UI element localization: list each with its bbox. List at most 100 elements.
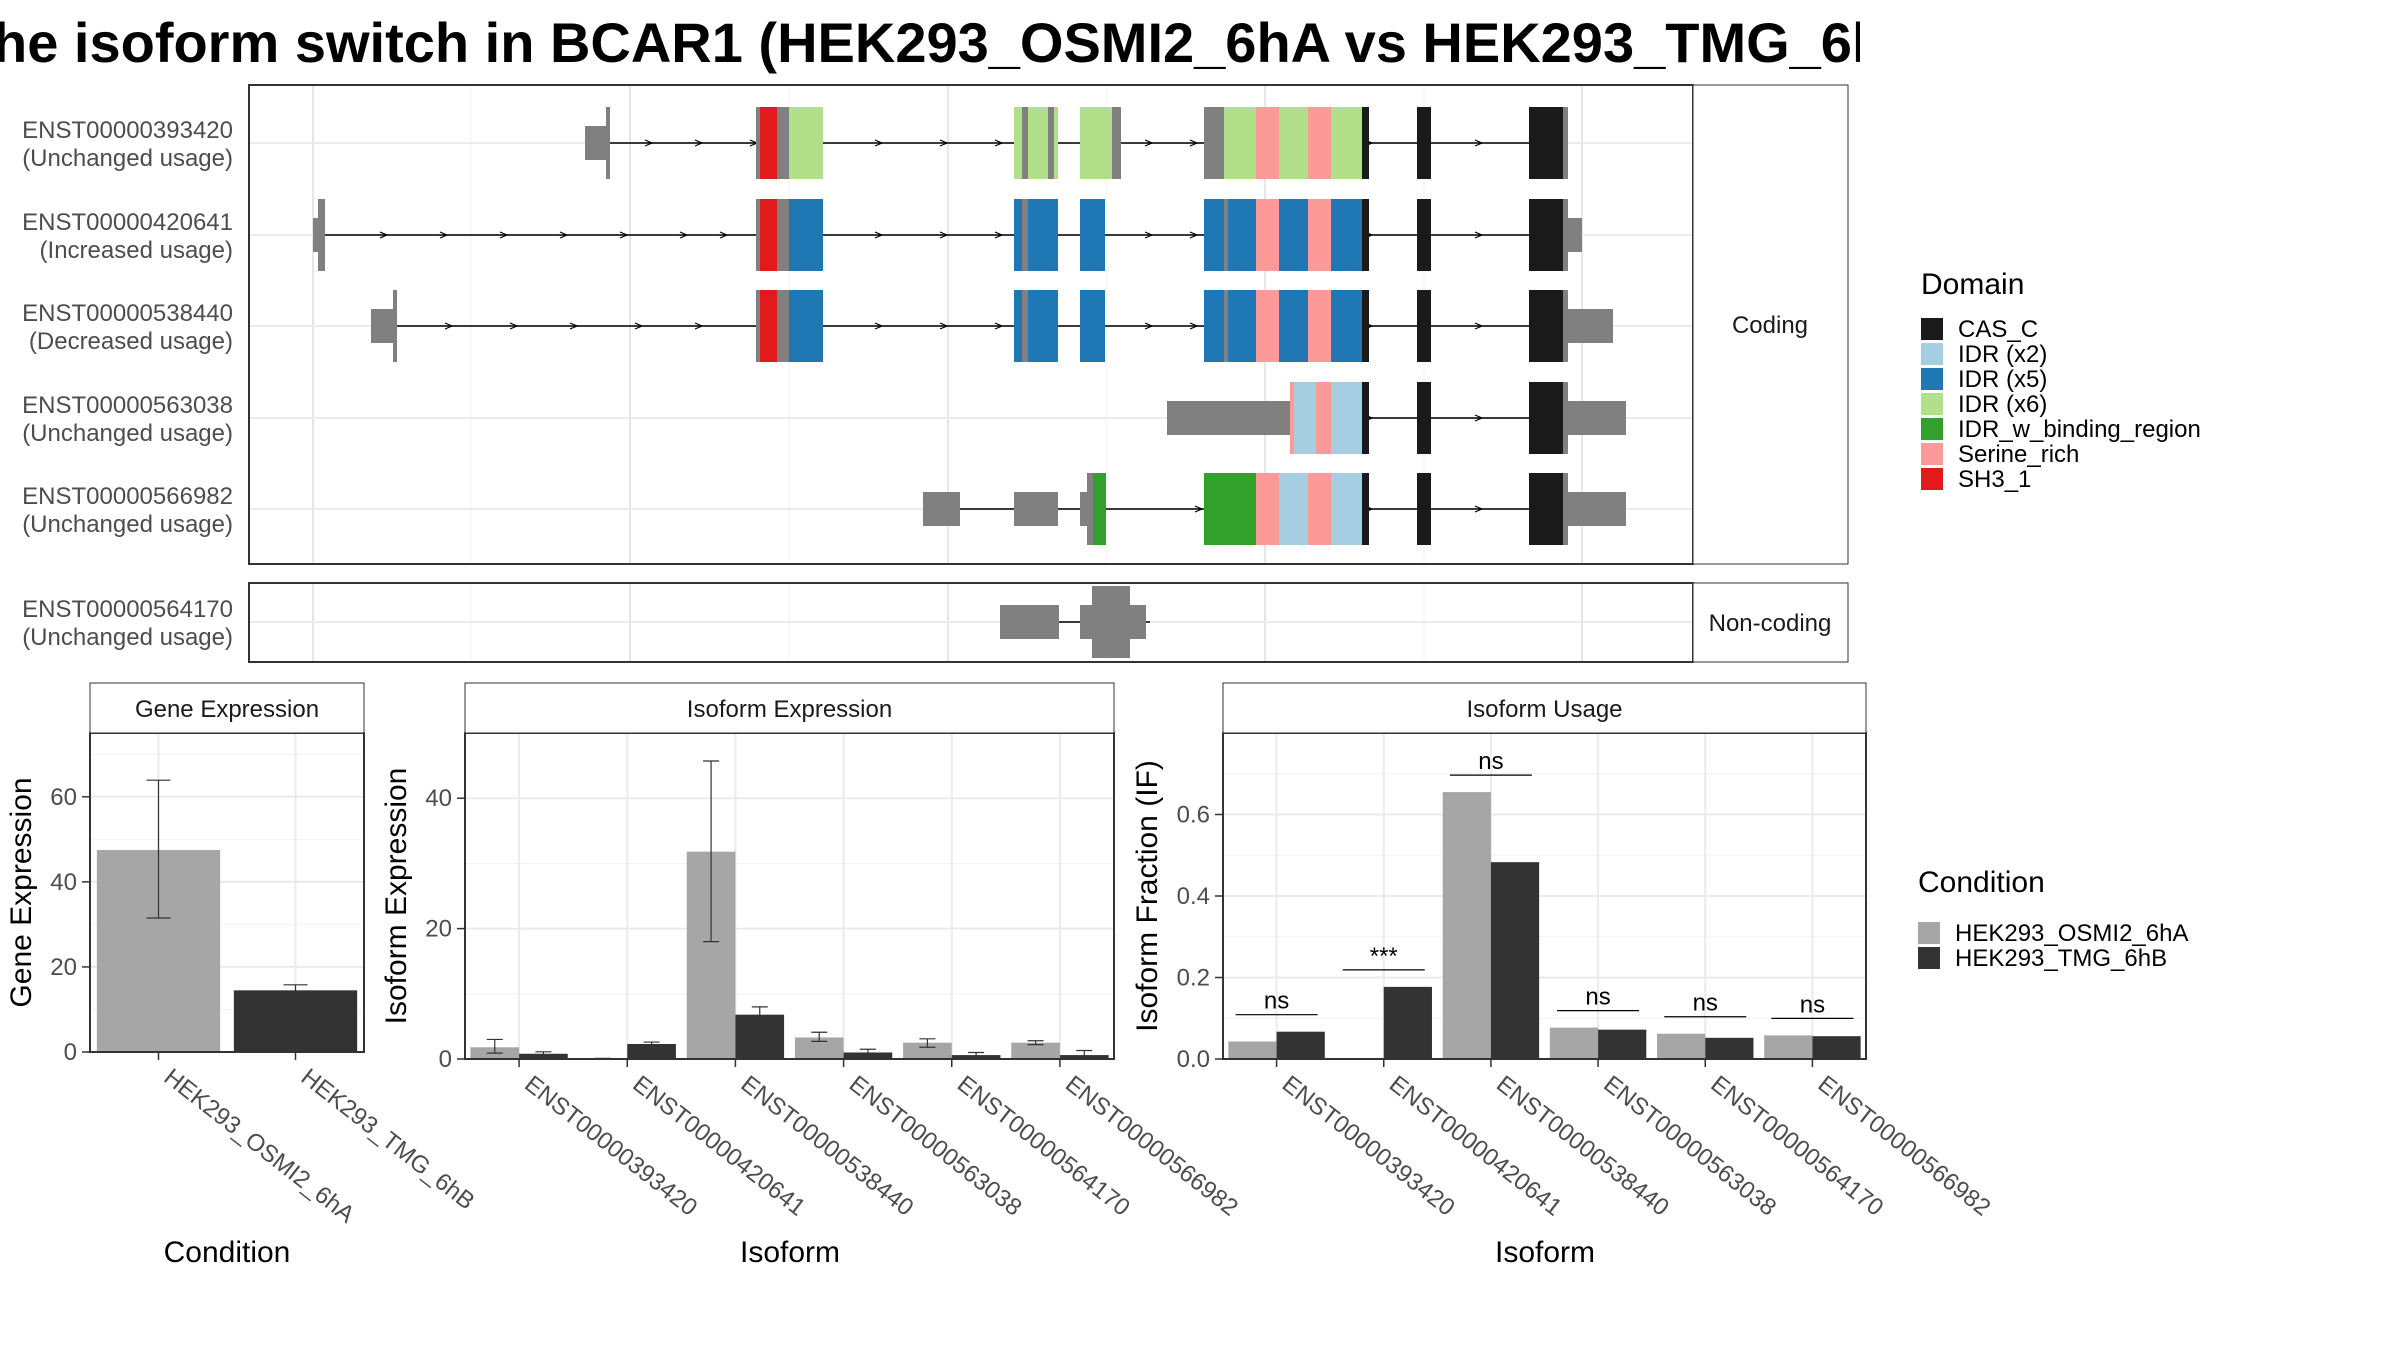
exon-segment — [1022, 199, 1028, 271]
exon-segment — [1014, 107, 1022, 179]
y-tick-label: 40 — [50, 869, 77, 896]
exon-segment — [1167, 401, 1290, 435]
coding-strip-label: Coding — [1732, 312, 1808, 339]
significance-label: ns — [1264, 988, 1289, 1015]
domain-legend-label: CAS_C — [1958, 316, 2038, 343]
transcript-usage-label: (Unchanged usage) — [22, 145, 233, 172]
exon-segment — [1028, 107, 1048, 179]
exon-segment — [318, 199, 325, 271]
domain-legend-label: IDR (x5) — [1958, 366, 2047, 393]
significance-label: ns — [1585, 984, 1610, 1011]
domain-legend-swatch — [1921, 393, 1943, 415]
exon-segment — [777, 107, 789, 179]
condition-legend-swatch — [1918, 922, 1940, 944]
exon-segment — [1417, 290, 1431, 362]
exon-segment — [1529, 473, 1563, 545]
exon-segment — [1529, 199, 1563, 271]
exon-segment — [1112, 107, 1121, 179]
x-tick-label: ENST00000420641 — [1384, 1070, 1567, 1221]
exon-segment — [1563, 290, 1568, 362]
y-tick-label: 60 — [50, 784, 77, 811]
exon-segment — [1331, 290, 1362, 362]
y-tick-label: 0.4 — [1177, 883, 1210, 910]
x-tick-label: ENST00000563038 — [1598, 1070, 1781, 1221]
intron-arrow — [874, 231, 884, 239]
intron-arrow — [694, 139, 704, 147]
facet-strip — [1222, 682, 1867, 734]
exon-segment — [1204, 199, 1224, 271]
exon-segment — [1308, 107, 1331, 179]
exon-segment — [1228, 290, 1256, 362]
exon-segment — [1204, 290, 1224, 362]
exon-segment — [1022, 290, 1028, 362]
transcript-id-label: ENST00000538440 — [22, 300, 233, 327]
exon-segment — [371, 309, 393, 343]
coding-transcript-tracks — [313, 107, 1626, 545]
y-tick-label: 0.6 — [1177, 802, 1210, 829]
domain-legend-swatch — [1921, 418, 1943, 440]
exon-segment — [1529, 290, 1563, 362]
condition-legend-swatch — [1918, 947, 1940, 969]
intron-arrow — [719, 231, 729, 239]
transcript-id-label: ENST00000420641 — [22, 209, 233, 236]
data-bar — [1276, 1031, 1325, 1059]
y-axis-title: Isoform Expression — [380, 768, 413, 1025]
data-bar — [1598, 1029, 1647, 1059]
y-tick-label: 0 — [64, 1039, 77, 1066]
exon-segment — [1331, 107, 1362, 179]
data-bar — [1764, 1035, 1813, 1059]
intron-arrow — [939, 231, 949, 239]
exon-segment — [1224, 199, 1228, 271]
exon-segment — [1563, 382, 1568, 454]
exon-segment — [1568, 492, 1626, 526]
exon-segment — [1014, 199, 1022, 271]
y-tick-label: 20 — [425, 916, 452, 943]
transcript-id-label: ENST00000563038 — [22, 392, 233, 419]
exon-segment — [1080, 492, 1087, 526]
x-tick-label: ENST00000538440 — [1491, 1070, 1674, 1221]
facet-strip — [464, 682, 1115, 734]
noncoding-transcript-tracks — [1000, 586, 1150, 658]
coding-panel-background — [249, 85, 1693, 564]
data-bar — [1812, 1036, 1861, 1059]
exon-segment — [1417, 382, 1431, 454]
exon-segment — [606, 107, 610, 179]
domain-legend-label: SH3_1 — [1958, 466, 2031, 493]
exon-segment — [760, 199, 777, 271]
domain-legend-swatch — [1921, 368, 1943, 390]
intron-arrow — [679, 231, 689, 239]
transcript-usage-label: (Decreased usage) — [29, 328, 233, 355]
data-bar — [1705, 1037, 1754, 1059]
y-axis-title: Isoform Fraction (IF) — [1131, 760, 1164, 1032]
domain-legend-swatch — [1921, 443, 1943, 465]
plot-background — [465, 733, 1114, 1059]
noncoding-strip — [1692, 582, 1849, 663]
x-tick-label: ENST00000566982 — [1813, 1070, 1996, 1221]
domain-legend-label: IDR (x2) — [1958, 341, 2047, 368]
transcript-id-label: ENST00000566982 — [22, 483, 233, 510]
data-bar — [1228, 1041, 1277, 1059]
exon-segment — [1080, 605, 1092, 639]
intron-arrow — [1189, 231, 1199, 239]
exon-segment — [1256, 107, 1279, 179]
exon-segment — [1022, 107, 1028, 179]
y-tick-label: 0.2 — [1177, 965, 1210, 992]
domain-legend-swatch — [1921, 343, 1943, 365]
transcript-structure-coding-panel: Coding — [248, 84, 1849, 565]
exon-segment — [585, 126, 606, 160]
data-bar — [1383, 986, 1432, 1059]
exon-segment — [1308, 473, 1331, 545]
exon-segment — [777, 290, 789, 362]
intron-arrow — [1189, 322, 1199, 330]
data-bar — [1549, 1027, 1599, 1059]
intron-arrow — [569, 322, 579, 330]
exon-segment — [1331, 199, 1362, 271]
exon-segment — [1080, 107, 1112, 179]
exon-segment — [1290, 382, 1294, 454]
data-bar — [843, 1052, 893, 1059]
exon-segment — [1362, 199, 1369, 271]
exon-segment — [777, 199, 789, 271]
exon-segment — [1279, 199, 1308, 271]
